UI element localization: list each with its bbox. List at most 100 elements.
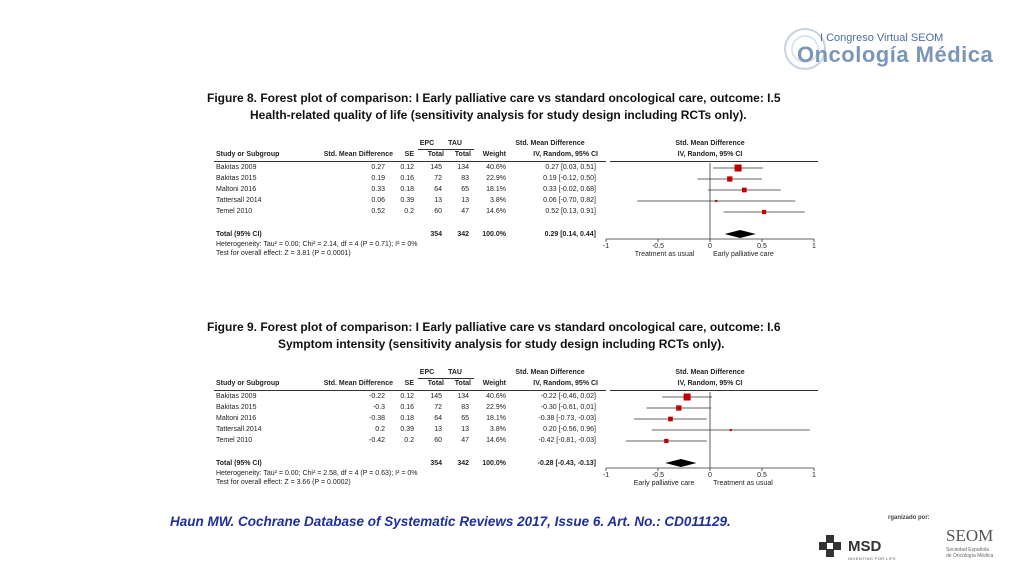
study-smd: 0.52 (371, 208, 385, 215)
study-se: 0.2 (404, 437, 414, 444)
study-se: 0.18 (400, 415, 414, 422)
study-smd: -0.38 (369, 415, 385, 422)
study-name: Bakitas 2009 (216, 164, 257, 171)
study-weight: 22.9% (486, 175, 506, 182)
x-tick-label: 0.5 (757, 472, 767, 479)
total-weight: 100.0% (482, 231, 506, 238)
x-tick-label: 1 (812, 472, 816, 479)
study-epc-total: 13 (434, 197, 442, 204)
x-tick-label: 0.5 (757, 243, 767, 250)
study-tau-total: 134 (457, 393, 469, 400)
study-ci: -0.30 [-0.61, 0.01] (540, 404, 596, 411)
study-tau-total: 65 (461, 186, 469, 193)
header-plot-method: IV, Random, 95% CI (677, 151, 743, 158)
header-se: SE (404, 151, 414, 158)
study-smd: 0.19 (371, 175, 385, 182)
congress-title: I Congreso Virtual SEOM (820, 32, 944, 44)
header-ci-method: IV, Random, 95% CI (533, 380, 598, 387)
study-se: 0.39 (400, 426, 414, 433)
study-tau-total: 47 (461, 437, 469, 444)
study-tau-total: 13 (461, 197, 469, 204)
table-rule (610, 161, 818, 162)
study-weight: 18.1% (486, 186, 506, 193)
header-ci-method: IV, Random, 95% CI (533, 151, 598, 158)
study-point-marker (664, 438, 669, 444)
header-tau: TAU (448, 369, 462, 376)
seom-subtitle-line2: de Oncología Médica (946, 553, 994, 559)
study-point-marker (715, 199, 718, 203)
total-epc: 354 (430, 460, 442, 467)
header-weight: Weight (482, 151, 506, 158)
x-tick-label: -0.5 (652, 472, 664, 479)
header-epc: EPC (419, 369, 435, 376)
study-name: Tattersall 2014 (216, 426, 262, 433)
study-epc-total: 145 (430, 164, 442, 171)
header-plot-group: Std. Mean Difference (675, 369, 745, 376)
study-epc-total: 64 (434, 415, 442, 422)
total-ci: -0.28 [-0.43, -0.13] (537, 460, 596, 467)
figure-9-title-line2: Symptom intensity (sensitivity analysis … (278, 337, 725, 351)
total-weight: 100.0% (482, 460, 506, 467)
table-rule (418, 378, 474, 379)
study-smd: 0.06 (371, 197, 385, 204)
study-weight: 22.9% (486, 404, 506, 411)
axis-left-favours-label: Early palliative care (634, 480, 695, 487)
header-total-epc: Total (427, 380, 444, 387)
pooled-diamond (724, 230, 756, 238)
study-se: 0.16 (400, 404, 414, 411)
x-tick-label: -1 (603, 472, 609, 479)
study-smd: 0.27 (371, 164, 385, 171)
study-point-marker (668, 416, 673, 422)
seom-logo-text: SEOM (946, 526, 994, 545)
study-epc-total: 13 (434, 426, 442, 433)
study-point-marker (676, 405, 682, 411)
pooled-diamond (665, 459, 697, 467)
study-se: 0.18 (400, 186, 414, 193)
study-point-marker (741, 187, 747, 193)
study-weight: 14.6% (486, 208, 506, 215)
study-point-marker (727, 176, 733, 182)
total-label: Total (95% CI) (216, 231, 262, 238)
study-name: Temel 2010 (216, 208, 253, 215)
study-tau-total: 83 (461, 175, 469, 182)
study-se: 0.16 (400, 175, 414, 182)
table-rule (418, 149, 474, 150)
header-total-tau: Total (454, 151, 471, 158)
msd-tagline: INVENTING FOR LIFE (848, 556, 897, 561)
study-name: Bakitas 2015 (216, 404, 257, 411)
axis-right-favours-label: Treatment as usual (713, 480, 773, 487)
header-epc: EPC (419, 140, 435, 147)
organized-by-label: rganizado por: (888, 515, 930, 521)
table-rule (610, 390, 818, 391)
study-smd: -0.42 (369, 437, 385, 444)
study-se: 0.12 (400, 164, 414, 171)
study-epc-total: 64 (434, 186, 442, 193)
study-name: Bakitas 2009 (216, 393, 257, 400)
header-weight: Weight (482, 380, 506, 387)
figure-8-title-line1: Figure 8. Forest plot of comparison: I E… (207, 91, 781, 105)
table-rule (214, 390, 606, 391)
header-smd: Std. Mean Difference (323, 380, 393, 387)
study-name: Bakitas 2015 (216, 175, 257, 182)
study-name: Maltoni 2016 (216, 186, 257, 193)
seom-logo-icon (784, 28, 826, 70)
seom-subtitle: Sociedad Española de Oncología Médica (946, 547, 1016, 559)
table-rule (214, 161, 606, 162)
study-tau-total: 13 (461, 426, 469, 433)
study-epc-total: 60 (434, 437, 442, 444)
citation-text: Haun MW. Cochrane Database of Systematic… (170, 514, 731, 529)
x-tick-label: 0 (708, 243, 712, 250)
study-ci: 0.33 [-0.02, 0.68] (543, 186, 596, 193)
study-smd: -0.22 (369, 393, 385, 400)
x-tick-label: 1 (812, 243, 816, 250)
study-ci: 0.20 [-0.56, 0.96] (543, 426, 596, 433)
total-label: Total (95% CI) (216, 460, 262, 467)
overall-effect-text: Test for overall effect: Z = 3.66 (P = 0… (216, 479, 351, 486)
seom-subtitle-line1: Sociedad Española (946, 547, 990, 553)
study-se: 0.2 (404, 208, 414, 215)
heterogeneity-text: Heterogeneity: Tau² = 0.00; Chi² = 2.14,… (216, 241, 418, 248)
study-name: Tattersall 2014 (216, 197, 262, 204)
msd-logo-text: MSD (848, 538, 882, 555)
study-epc-total: 145 (430, 393, 442, 400)
header-se: SE (404, 380, 414, 387)
